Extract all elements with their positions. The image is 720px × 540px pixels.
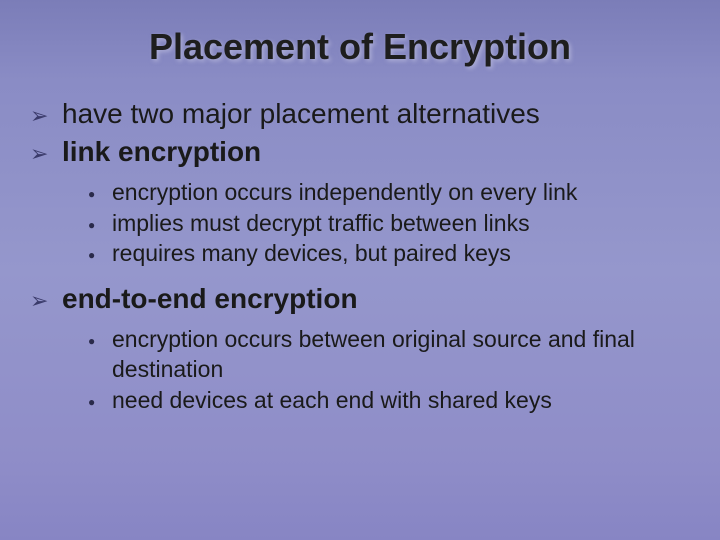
arrow-icon: ➢ bbox=[30, 140, 62, 168]
sub-bullet-text: implies must decrypt traffic between lin… bbox=[112, 210, 530, 236]
slide: Placement of Encryption ➢have two major … bbox=[0, 0, 720, 540]
sub-bullet-text: need devices at each end with shared key… bbox=[112, 387, 552, 413]
bullet-item: ➢have two major placement alternatives bbox=[30, 96, 696, 132]
arrow-icon: ➢ bbox=[30, 287, 62, 315]
sub-bullet-text: requires many devices, but paired keys bbox=[112, 240, 511, 266]
bullet-text: have two major placement alternatives bbox=[62, 98, 540, 129]
sub-bullet-text: encryption occurs independently on every… bbox=[112, 179, 577, 205]
bullet-item: ➢link encryption bbox=[30, 134, 696, 170]
bullet-item: ➢end-to-end encryption bbox=[30, 281, 696, 317]
bullet-text: link encryption bbox=[62, 136, 261, 167]
sub-bullet-item: ●requires many devices, but paired keys bbox=[88, 239, 696, 269]
slide-title: Placement of Encryption bbox=[24, 26, 696, 68]
bullet-text: end-to-end encryption bbox=[62, 283, 358, 314]
dot-icon: ● bbox=[88, 248, 112, 264]
bullet-list-level2: ●encryption occurs between original sour… bbox=[30, 325, 696, 416]
bullet-list-level1: ➢have two major placement alternatives ➢… bbox=[24, 96, 696, 416]
bullet-list-level2: ●encryption occurs independently on ever… bbox=[30, 178, 696, 270]
sub-bullet-item: ●need devices at each end with shared ke… bbox=[88, 386, 696, 416]
sub-bullet-item: ●encryption occurs independently on ever… bbox=[88, 178, 696, 208]
dot-icon: ● bbox=[88, 187, 112, 203]
dot-icon: ● bbox=[88, 218, 112, 234]
dot-icon: ● bbox=[88, 395, 112, 411]
dot-icon: ● bbox=[88, 334, 112, 350]
sub-bullet-text: encryption occurs between original sourc… bbox=[112, 326, 635, 382]
sub-bullet-item: ●encryption occurs between original sour… bbox=[88, 325, 696, 385]
arrow-icon: ➢ bbox=[30, 102, 62, 130]
sub-bullet-item: ●implies must decrypt traffic between li… bbox=[88, 209, 696, 239]
